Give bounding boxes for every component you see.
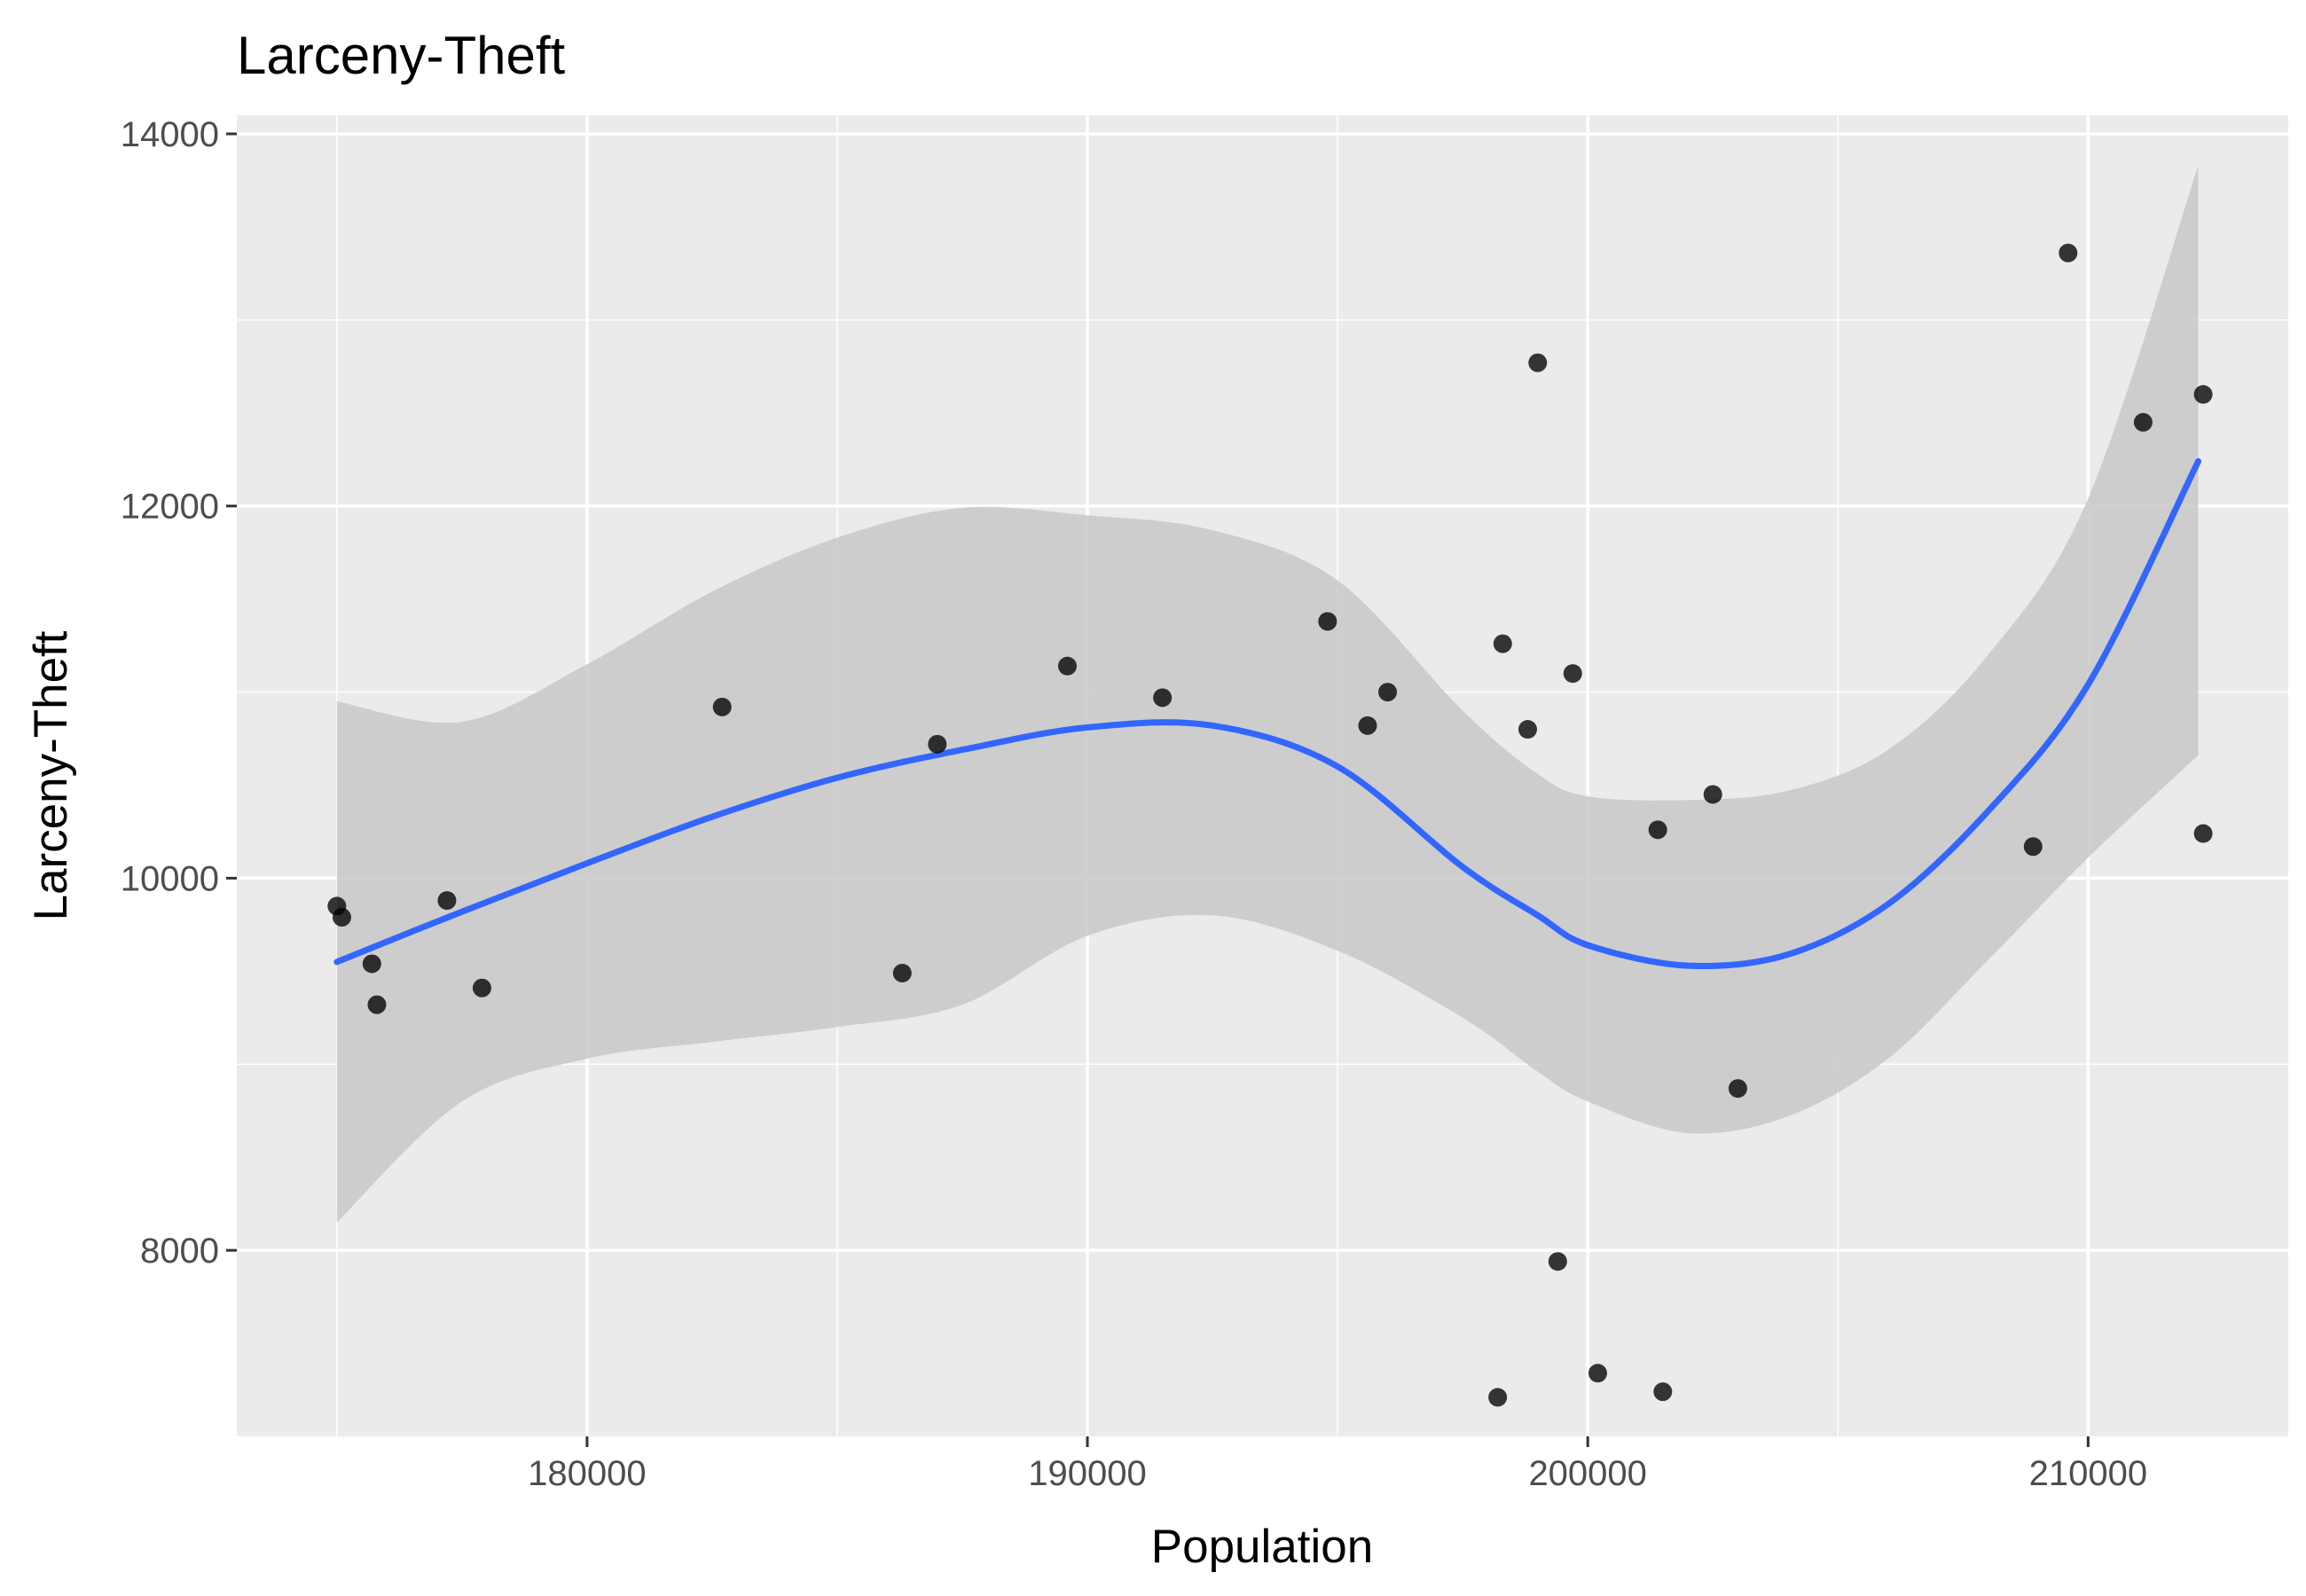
data-point: [1488, 1388, 1507, 1406]
data-point: [1518, 720, 1537, 739]
data-point: [2194, 385, 2213, 403]
x-tick-label: 200000: [1528, 1454, 1646, 1493]
data-point: [1528, 354, 1547, 372]
data-point: [1153, 688, 1172, 707]
data-point: [893, 964, 912, 982]
data-point: [363, 954, 381, 973]
data-point: [367, 996, 386, 1014]
data-point: [437, 891, 456, 910]
data-point: [2134, 413, 2153, 432]
data-point: [1058, 657, 1077, 676]
data-point: [1549, 1252, 1567, 1271]
data-point: [1494, 635, 1512, 653]
data-point: [713, 698, 732, 716]
data-point: [1704, 785, 1722, 803]
x-tick-label: 180000: [528, 1454, 646, 1493]
data-point: [1649, 820, 1667, 839]
y-tick-label: 8000: [140, 1232, 219, 1271]
chart-title: Larceny-Theft: [237, 26, 565, 85]
x-axis-title: Population: [1151, 1521, 1373, 1573]
data-point: [1653, 1382, 1672, 1401]
y-tick-label: 12000: [121, 488, 219, 527]
data-point: [333, 908, 351, 927]
x-axis: 180000 190000 200000 210000: [528, 1436, 2147, 1493]
data-point: [1729, 1079, 1747, 1098]
data-point: [1318, 612, 1337, 630]
data-point: [928, 735, 946, 754]
y-axis: 8000 10000 12000 14000: [121, 115, 237, 1271]
y-tick-label: 14000: [121, 115, 219, 154]
y-tick-label: 10000: [121, 859, 219, 898]
data-point: [1588, 1364, 1607, 1382]
data-point: [2194, 825, 2213, 843]
data-point: [1378, 683, 1397, 701]
data-point: [473, 979, 491, 998]
data-point: [1358, 716, 1377, 735]
x-tick-label: 190000: [1028, 1454, 1146, 1493]
data-point: [2024, 837, 2043, 856]
x-tick-label: 210000: [2029, 1454, 2147, 1493]
y-axis-title: Larceny-Theft: [25, 630, 77, 920]
data-point: [1564, 664, 1582, 683]
data-point: [2059, 244, 2077, 262]
